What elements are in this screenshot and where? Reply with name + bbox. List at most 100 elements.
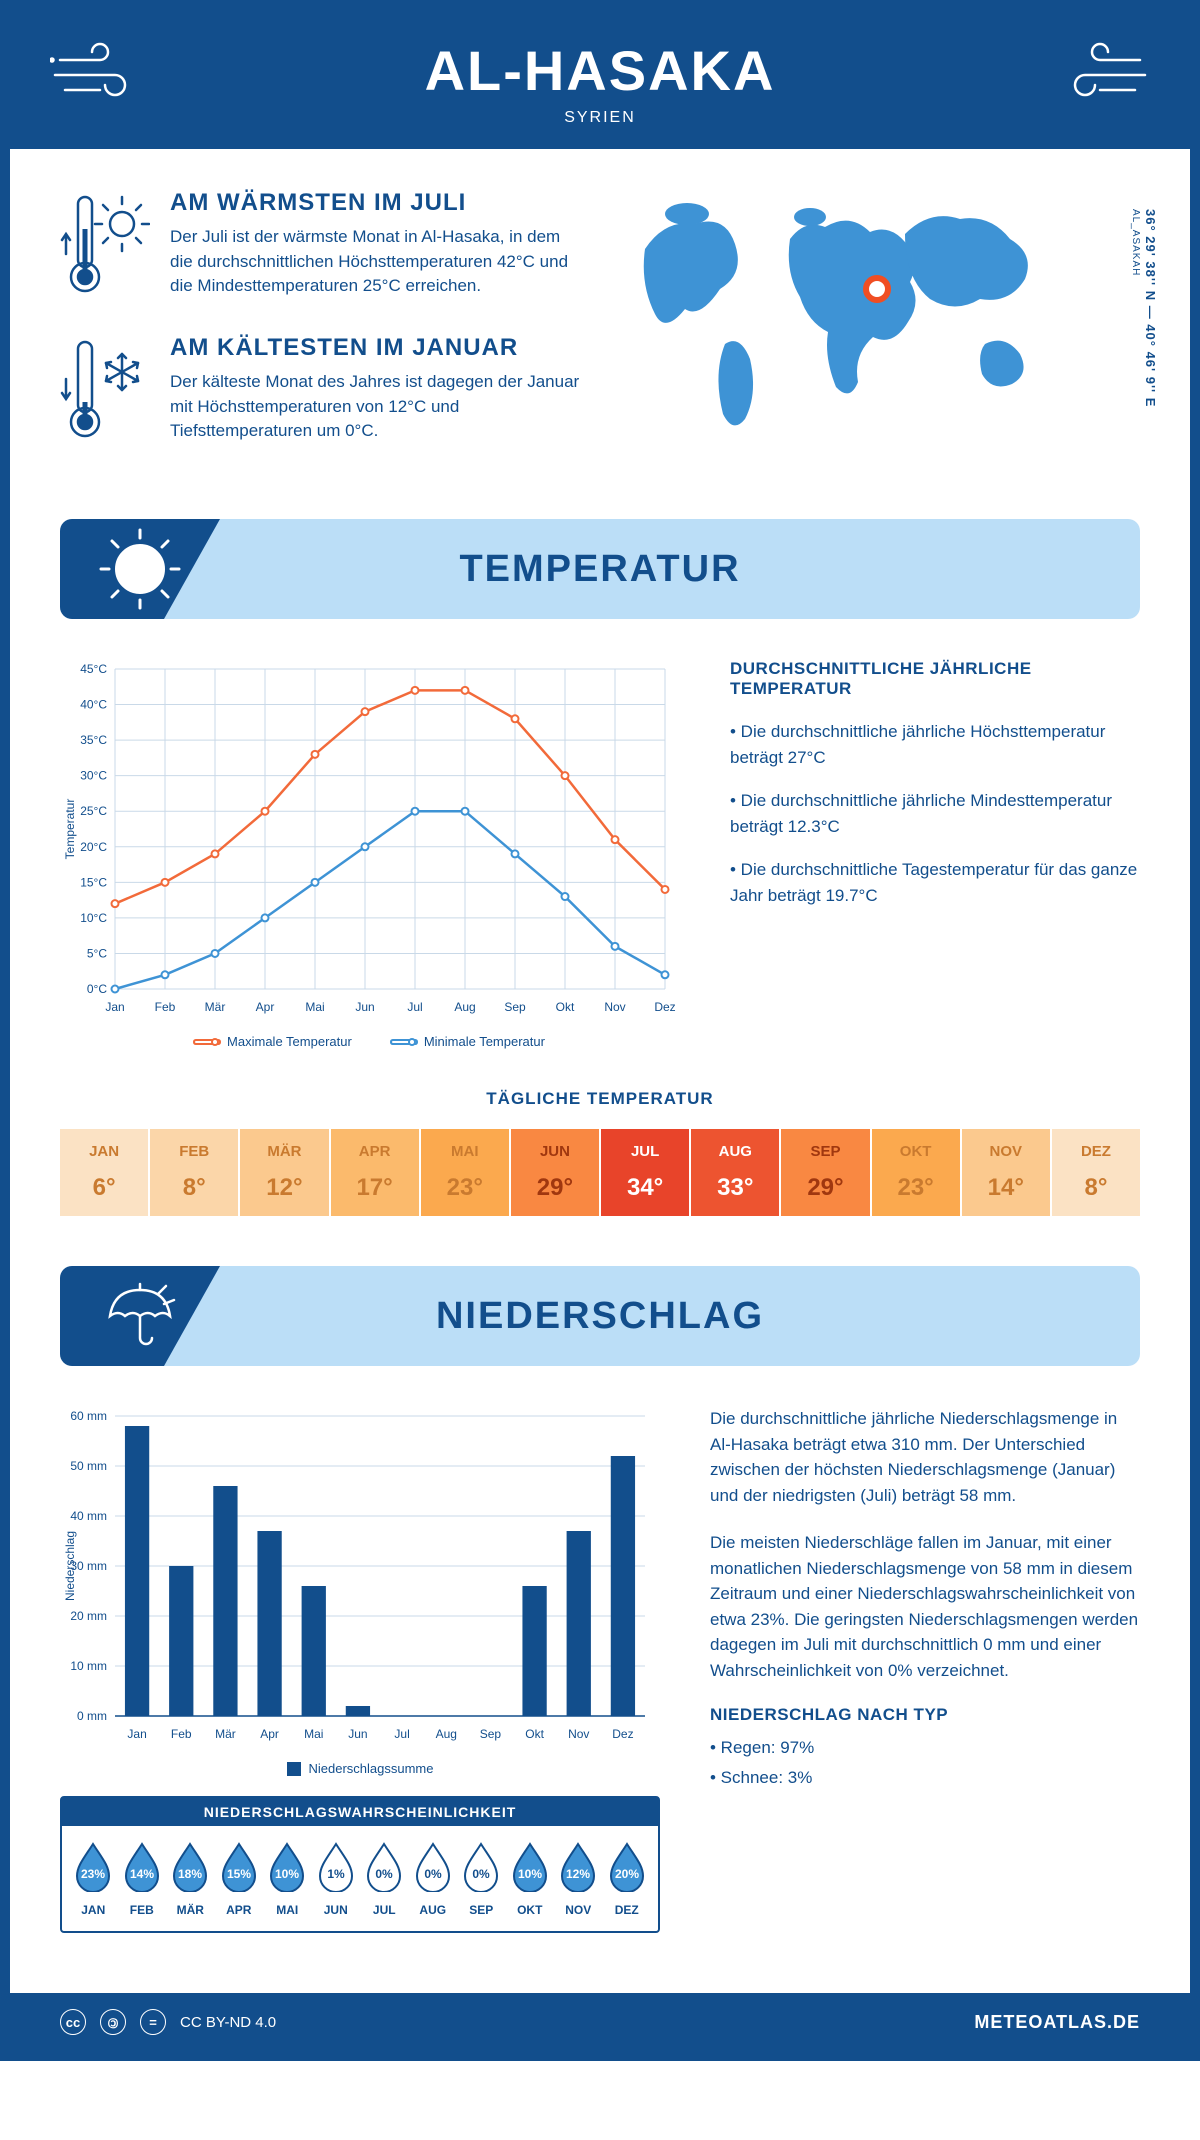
svg-text:Aug: Aug bbox=[454, 1000, 475, 1014]
probability-cell: 0%AUG bbox=[410, 1840, 457, 1917]
svg-text:0%: 0% bbox=[376, 1867, 394, 1881]
probability-cell: 18%MÄR bbox=[167, 1840, 214, 1917]
info-subtitle: NIEDERSCHLAG NACH TYP bbox=[710, 1705, 1140, 1725]
fact-title: AM WÄRMSTEN IM JULI bbox=[170, 189, 585, 217]
probability-cell: 0%JUL bbox=[361, 1840, 408, 1917]
svg-text:23%: 23% bbox=[81, 1867, 105, 1881]
svg-text:Jul: Jul bbox=[394, 1727, 409, 1741]
info-text: Die durchschnittliche jährliche Niedersc… bbox=[710, 1406, 1140, 1508]
daily-cell: AUG33° bbox=[691, 1129, 779, 1216]
daily-cell: FEB8° bbox=[150, 1129, 238, 1216]
brand-label: METEOATLAS.DE bbox=[974, 2012, 1140, 2033]
section-title: NIEDERSCHLAG bbox=[436, 1295, 764, 1338]
svg-text:Mai: Mai bbox=[305, 1000, 324, 1014]
page-title: AL-HASAKA bbox=[10, 38, 1190, 103]
svg-text:10%: 10% bbox=[518, 1867, 542, 1881]
probability-cell: 14%FEB bbox=[119, 1840, 166, 1917]
fact-title: AM KÄLTESTEN IM JANUAR bbox=[170, 334, 585, 362]
svg-text:45°C: 45°C bbox=[80, 662, 107, 676]
probability-cell: 10%OKT bbox=[507, 1840, 554, 1917]
probability-cell: 23%JAN bbox=[70, 1840, 117, 1917]
daily-cell: MAI23° bbox=[421, 1129, 509, 1216]
daily-cell: SEP29° bbox=[781, 1129, 869, 1216]
probability-cell: 10%MAI bbox=[264, 1840, 311, 1917]
fact-coldest: AM KÄLTESTEN IM JANUAR Der kälteste Mona… bbox=[60, 334, 585, 449]
nd-icon: = bbox=[140, 2009, 166, 2035]
cc-icon: cc bbox=[60, 2009, 86, 2035]
svg-text:Dez: Dez bbox=[654, 1000, 675, 1014]
legend-item: Maximale Temperatur bbox=[195, 1034, 352, 1049]
svg-text:25°C: 25°C bbox=[80, 804, 107, 818]
svg-text:5°C: 5°C bbox=[87, 946, 107, 960]
info-item: • Schnee: 3% bbox=[710, 1765, 1140, 1791]
header: AL-HASAKA SYRIEN bbox=[10, 10, 1190, 149]
thermometer-snow-icon bbox=[60, 334, 150, 449]
svg-text:10%: 10% bbox=[275, 1867, 299, 1881]
svg-text:0%: 0% bbox=[473, 1867, 491, 1881]
svg-text:0 mm: 0 mm bbox=[77, 1709, 107, 1723]
license-label: CC BY-ND 4.0 bbox=[180, 2014, 276, 2031]
legend-label: Niederschlagssumme bbox=[309, 1761, 434, 1776]
world-map: 36° 29' 38'' N — 40° 46' 9'' EAL_ASAKAH bbox=[615, 189, 1140, 479]
svg-text:Jun: Jun bbox=[355, 1000, 374, 1014]
svg-text:30°C: 30°C bbox=[80, 769, 107, 783]
svg-text:35°C: 35°C bbox=[80, 733, 107, 747]
svg-text:1%: 1% bbox=[327, 1867, 345, 1881]
probability-table: NIEDERSCHLAGSWAHRSCHEINLICHKEIT 23%JAN14… bbox=[60, 1796, 660, 1933]
info-title: DURCHSCHNITTLICHE JÄHRLICHE TEMPERATUR bbox=[730, 659, 1140, 699]
fact-text: Der kälteste Monat des Jahres ist dagege… bbox=[170, 370, 585, 444]
probability-title: NIEDERSCHLAGSWAHRSCHEINLICHKEIT bbox=[62, 1798, 658, 1826]
attribution-icon: 🄯 bbox=[100, 2009, 126, 2035]
svg-text:18%: 18% bbox=[178, 1867, 202, 1881]
svg-text:20%: 20% bbox=[615, 1867, 639, 1881]
svg-text:Aug: Aug bbox=[436, 1727, 457, 1741]
svg-text:Jul: Jul bbox=[407, 1000, 422, 1014]
svg-text:Okt: Okt bbox=[525, 1727, 544, 1741]
svg-text:0°C: 0°C bbox=[87, 982, 107, 996]
svg-text:Sep: Sep bbox=[480, 1727, 502, 1741]
daily-cell: DEZ8° bbox=[1052, 1129, 1140, 1216]
svg-text:Nov: Nov bbox=[568, 1727, 589, 1741]
svg-text:Niederschlag: Niederschlag bbox=[63, 1531, 77, 1601]
info-item: • Regen: 97% bbox=[710, 1735, 1140, 1761]
page-subtitle: SYRIEN bbox=[10, 109, 1190, 127]
info-item: • Die durchschnittliche jährliche Höchst… bbox=[730, 719, 1140, 770]
info-item: • Die durchschnittliche Tagestemperatur … bbox=[730, 857, 1140, 908]
probability-cell: 0%SEP bbox=[458, 1840, 505, 1917]
precipitation-info: Die durchschnittliche jährliche Niedersc… bbox=[710, 1406, 1140, 1933]
probability-cell: 15%APR bbox=[216, 1840, 263, 1917]
svg-text:10 mm: 10 mm bbox=[70, 1659, 107, 1673]
svg-text:14%: 14% bbox=[130, 1867, 154, 1881]
svg-text:12%: 12% bbox=[566, 1867, 590, 1881]
info-item: • Die durchschnittliche jährliche Mindes… bbox=[730, 788, 1140, 839]
chart-legend: Niederschlagssumme bbox=[60, 1761, 660, 1776]
temperature-chart: 0°C 5°C 10°C 15°C 20°C 25°C 30°C 35°C 40°C 45°C Ja… bbox=[60, 659, 680, 1049]
svg-text:Jun: Jun bbox=[348, 1727, 367, 1741]
svg-text:15°C: 15°C bbox=[80, 875, 107, 889]
svg-text:15%: 15% bbox=[227, 1867, 251, 1881]
fact-text: Der Juli ist der wärmste Monat in Al-Has… bbox=[170, 225, 585, 299]
svg-text:10°C: 10°C bbox=[80, 911, 107, 925]
daily-cell: JUL34° bbox=[601, 1129, 689, 1216]
temperature-info: DURCHSCHNITTLICHE JÄHRLICHE TEMPERATUR •… bbox=[730, 659, 1140, 1049]
daily-cell: JUN29° bbox=[511, 1129, 599, 1216]
svg-text:Jan: Jan bbox=[105, 1000, 124, 1014]
svg-text:Feb: Feb bbox=[171, 1727, 192, 1741]
svg-text:Jan: Jan bbox=[127, 1727, 146, 1741]
svg-text:Sep: Sep bbox=[504, 1000, 526, 1014]
coordinates: 36° 29' 38'' N — 40° 46' 9'' EAL_ASAKAH bbox=[1128, 209, 1158, 407]
probability-cell: 1%JUN bbox=[313, 1840, 360, 1917]
footer: cc 🄯 = CC BY-ND 4.0 METEOATLAS.DE bbox=[10, 1993, 1190, 2051]
svg-text:20°C: 20°C bbox=[80, 840, 107, 854]
svg-text:40°C: 40°C bbox=[80, 698, 107, 712]
thermometer-sun-icon bbox=[60, 189, 150, 304]
svg-text:60 mm: 60 mm bbox=[70, 1409, 107, 1423]
svg-text:Mär: Mär bbox=[205, 1000, 226, 1014]
chart-legend: Maximale TemperaturMinimale Temperatur bbox=[60, 1034, 680, 1049]
svg-text:Mär: Mär bbox=[215, 1727, 236, 1741]
svg-text:Dez: Dez bbox=[612, 1727, 633, 1741]
svg-text:0%: 0% bbox=[424, 1867, 442, 1881]
daily-cell: MÄR12° bbox=[240, 1129, 328, 1216]
daily-cell: APR17° bbox=[331, 1129, 419, 1216]
daily-temp-title: TÄGLICHE TEMPERATUR bbox=[60, 1089, 1140, 1109]
